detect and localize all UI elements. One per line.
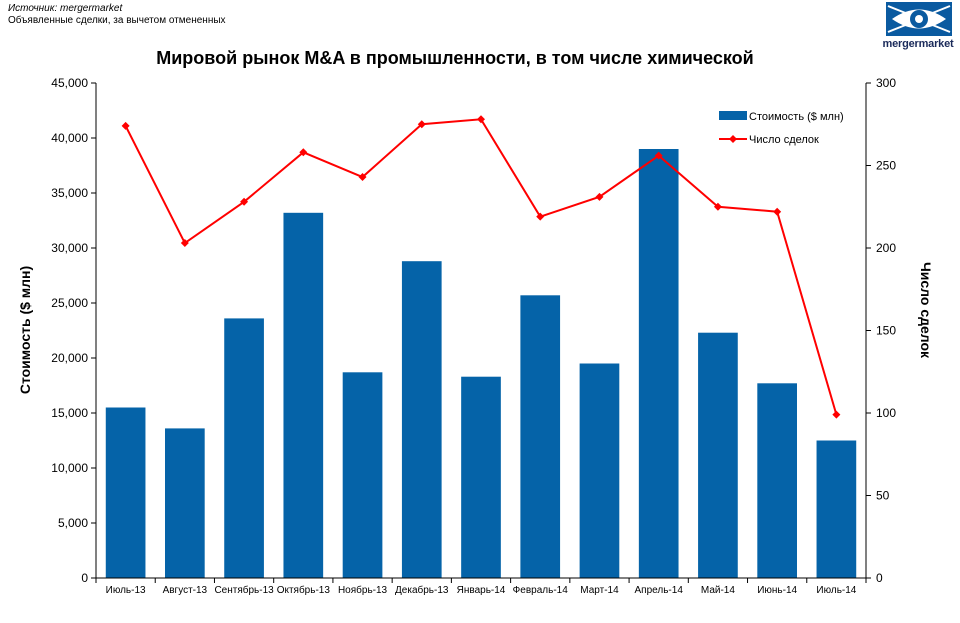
y-tick-label: 0: [81, 571, 88, 585]
y-tick-label: 20,000: [51, 351, 88, 365]
y2-tick-label: 250: [876, 159, 896, 173]
source-note: Источник: mergermarket Объявленные сделк…: [8, 3, 226, 27]
legend: Стоимость ($ млн) Число сделок: [719, 111, 844, 146]
y-tick-label: 25,000: [51, 296, 88, 310]
bar: [638, 149, 679, 578]
y2-tick-label: 150: [876, 324, 896, 338]
bar: [401, 261, 442, 578]
y-tick-label: 5,000: [58, 516, 88, 530]
x-tick-label: Июнь-14: [757, 585, 797, 596]
y2-tick-label: 300: [876, 76, 896, 90]
y2-tick-label: 50: [876, 489, 890, 503]
line-point: [358, 173, 367, 182]
legend-swatch-bar: [719, 111, 747, 120]
line-point: [121, 121, 130, 130]
line-point: [417, 120, 426, 129]
x-tick-label: Октябрь-13: [277, 584, 331, 596]
x-tick-label: Июль-14: [816, 585, 856, 596]
source-label: Источник: mergermarket: [8, 3, 123, 14]
bar: [816, 440, 857, 578]
mergermarket-logo-icon: [886, 2, 952, 36]
x-tick-label: Март-14: [580, 585, 619, 596]
bar: [105, 407, 146, 578]
y2-tick-label: 100: [876, 406, 896, 420]
x-tick-label: Февраль-14: [513, 585, 569, 596]
x-tick-label: Ноябрь-13: [338, 584, 388, 596]
y-tick-label: 35,000: [51, 186, 88, 200]
legend-marker: [729, 135, 737, 143]
legend-label: Стоимость ($ млн): [749, 111, 844, 123]
line-point: [299, 148, 308, 157]
x-tick-label: Август-13: [163, 585, 208, 596]
y-tick-label: 45,000: [51, 76, 88, 90]
logo-wordmark: mergermarket: [882, 38, 954, 50]
source-description: Объявленные сделки, за вычетом отмененны…: [8, 15, 226, 26]
line-point: [713, 202, 722, 211]
line-point: [595, 192, 604, 201]
line-point: [832, 410, 841, 419]
x-tick-label: Июль-13: [106, 585, 146, 596]
y2-tick-label: 200: [876, 241, 896, 255]
x-tick-label: Май-14: [701, 585, 735, 596]
bar: [342, 372, 383, 578]
y-tick-label: 40,000: [51, 131, 88, 145]
line-point: [773, 207, 782, 216]
bar: [165, 428, 205, 578]
y-tick-label: 15,000: [51, 406, 88, 420]
y2-axis-label: Число сделок: [918, 262, 934, 359]
y-tick-label: 30,000: [51, 241, 88, 255]
line-point: [180, 239, 189, 248]
line-point: [536, 212, 545, 221]
bar: [698, 332, 738, 578]
y-axis-label: Стоимость ($ млн): [17, 266, 33, 394]
bar: [520, 295, 561, 578]
y-tick-label: 10,000: [51, 461, 88, 475]
x-tick-label: Сентябрь-13: [214, 584, 274, 596]
x-tick-label: Январь-14: [457, 585, 506, 596]
x-tick-label: Декабрь-13: [395, 584, 449, 596]
line-point: [654, 151, 663, 160]
bar: [579, 363, 620, 578]
legend-label: Число сделок: [749, 134, 819, 146]
bar: [283, 212, 324, 579]
plot-area: 0 5,000 10,000 15,000 20,000 25,000 30,000 35,0…: [51, 76, 896, 596]
chart-title: Мировой рынок M&A в промышленности, в то…: [156, 48, 753, 68]
line-point: [240, 197, 249, 206]
x-tick-label: Апрель-14: [635, 585, 684, 596]
bar: [224, 318, 264, 578]
line-point: [477, 115, 485, 124]
bar: [461, 376, 501, 578]
bar: [757, 383, 797, 578]
y2-tick-label: 0: [876, 571, 883, 585]
